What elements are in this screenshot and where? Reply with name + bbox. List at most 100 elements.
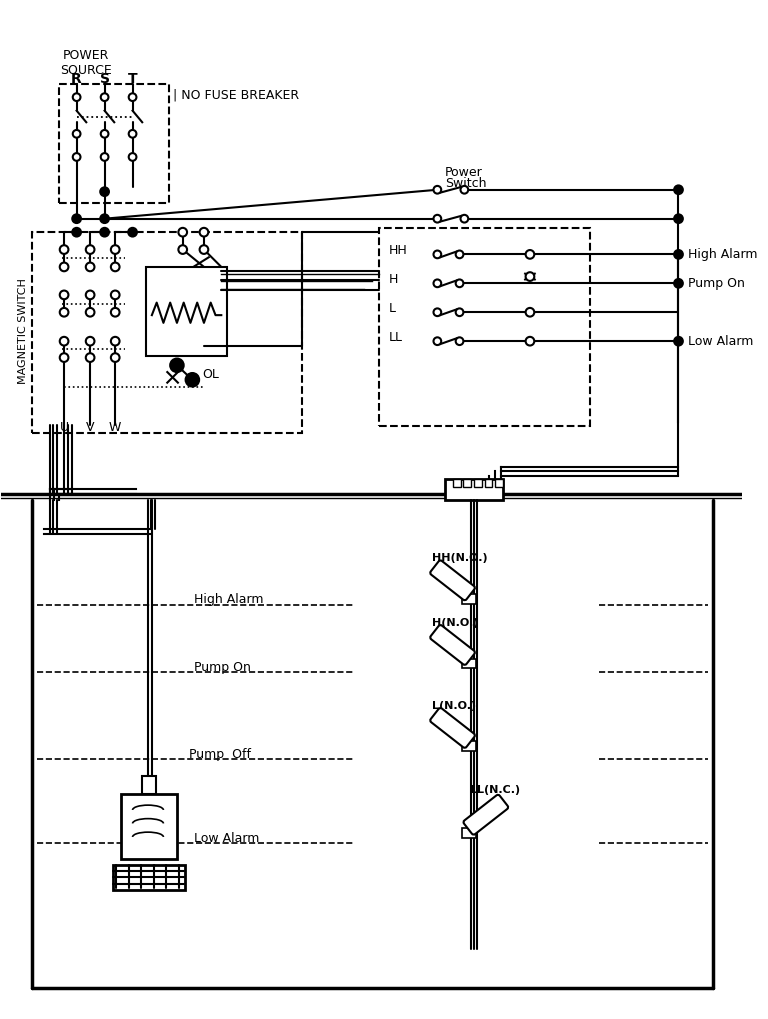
Circle shape (111, 290, 120, 300)
Text: V: V (86, 422, 94, 434)
Bar (445, 479, 503, 500)
Circle shape (433, 337, 442, 345)
Bar (495, 479, 503, 487)
Circle shape (129, 94, 137, 101)
Text: L: L (389, 302, 396, 315)
Circle shape (674, 185, 683, 194)
Circle shape (525, 272, 535, 281)
Circle shape (73, 153, 81, 161)
Circle shape (101, 153, 108, 161)
Circle shape (461, 215, 468, 222)
Circle shape (455, 279, 463, 287)
Circle shape (86, 263, 94, 271)
FancyBboxPatch shape (430, 625, 475, 665)
Circle shape (86, 337, 94, 345)
Text: W: W (109, 422, 121, 434)
Bar (485, 479, 492, 487)
Circle shape (101, 94, 108, 101)
Bar (379, 228, 590, 426)
Text: Switch: Switch (445, 177, 487, 191)
Text: U: U (60, 422, 68, 434)
Bar (462, 594, 476, 603)
Circle shape (111, 337, 120, 345)
Text: HH(N.O.): HH(N.O.) (432, 553, 488, 562)
Circle shape (433, 279, 442, 287)
Text: Pump On: Pump On (194, 661, 251, 674)
Circle shape (178, 228, 187, 236)
Circle shape (86, 354, 94, 362)
Text: OL: OL (202, 369, 219, 381)
Text: T: T (127, 71, 137, 86)
Circle shape (129, 130, 137, 138)
Circle shape (72, 214, 81, 223)
Circle shape (433, 215, 442, 222)
Text: MAGNETIC SWITCH: MAGNETIC SWITCH (18, 278, 28, 384)
Bar (142, 776, 156, 794)
Circle shape (60, 354, 68, 362)
Text: R: R (71, 71, 82, 86)
Circle shape (129, 153, 137, 161)
Text: Low Alarm: Low Alarm (688, 334, 753, 347)
Circle shape (433, 309, 442, 316)
Text: High Alarm: High Alarm (688, 248, 758, 261)
Circle shape (455, 309, 463, 316)
Circle shape (200, 228, 208, 236)
Bar (462, 828, 476, 838)
Text: LL: LL (389, 331, 403, 343)
Text: H: H (389, 273, 399, 286)
Circle shape (128, 228, 137, 236)
Circle shape (101, 214, 109, 223)
Text: POWER
SOURCE: POWER SOURCE (61, 49, 112, 77)
Text: Power: Power (445, 166, 483, 179)
Circle shape (525, 308, 535, 317)
Text: S: S (100, 71, 110, 86)
FancyBboxPatch shape (430, 708, 475, 748)
Circle shape (525, 337, 535, 345)
Circle shape (101, 187, 109, 196)
Bar (463, 479, 471, 487)
Circle shape (60, 246, 68, 254)
Circle shape (455, 251, 463, 258)
Circle shape (60, 308, 68, 317)
Circle shape (111, 308, 120, 317)
Circle shape (60, 263, 68, 271)
Circle shape (674, 337, 683, 345)
Circle shape (86, 246, 94, 254)
Text: High Alarm: High Alarm (194, 593, 263, 606)
Bar (462, 658, 476, 668)
Text: LL(N.C.): LL(N.C.) (470, 786, 521, 796)
Circle shape (433, 185, 442, 194)
Circle shape (461, 185, 468, 194)
Circle shape (674, 250, 683, 259)
Circle shape (186, 373, 199, 386)
Circle shape (73, 94, 81, 101)
Circle shape (674, 279, 683, 287)
Text: Low Alarm: Low Alarm (194, 832, 260, 845)
Circle shape (60, 337, 68, 345)
Bar (32, 232, 303, 433)
Bar (453, 479, 461, 487)
Bar (113, 865, 184, 890)
Circle shape (525, 250, 535, 259)
Circle shape (86, 290, 94, 300)
Circle shape (73, 130, 81, 138)
Bar (59, 84, 169, 203)
Bar (462, 742, 476, 751)
Circle shape (111, 263, 120, 271)
Text: Pump  Off: Pump Off (190, 748, 251, 761)
Circle shape (60, 290, 68, 300)
Circle shape (111, 246, 120, 254)
Text: H(N.O.): H(N.O.) (432, 618, 478, 628)
Circle shape (170, 359, 184, 372)
Text: HH: HH (389, 244, 408, 257)
Circle shape (86, 308, 94, 317)
FancyBboxPatch shape (463, 795, 508, 835)
Bar (474, 479, 482, 487)
Circle shape (101, 228, 109, 236)
Bar (146, 267, 227, 356)
FancyBboxPatch shape (430, 560, 475, 600)
Bar (121, 794, 177, 859)
Circle shape (433, 251, 442, 258)
Text: L(N.O.): L(N.O.) (432, 700, 476, 710)
Circle shape (455, 337, 463, 345)
